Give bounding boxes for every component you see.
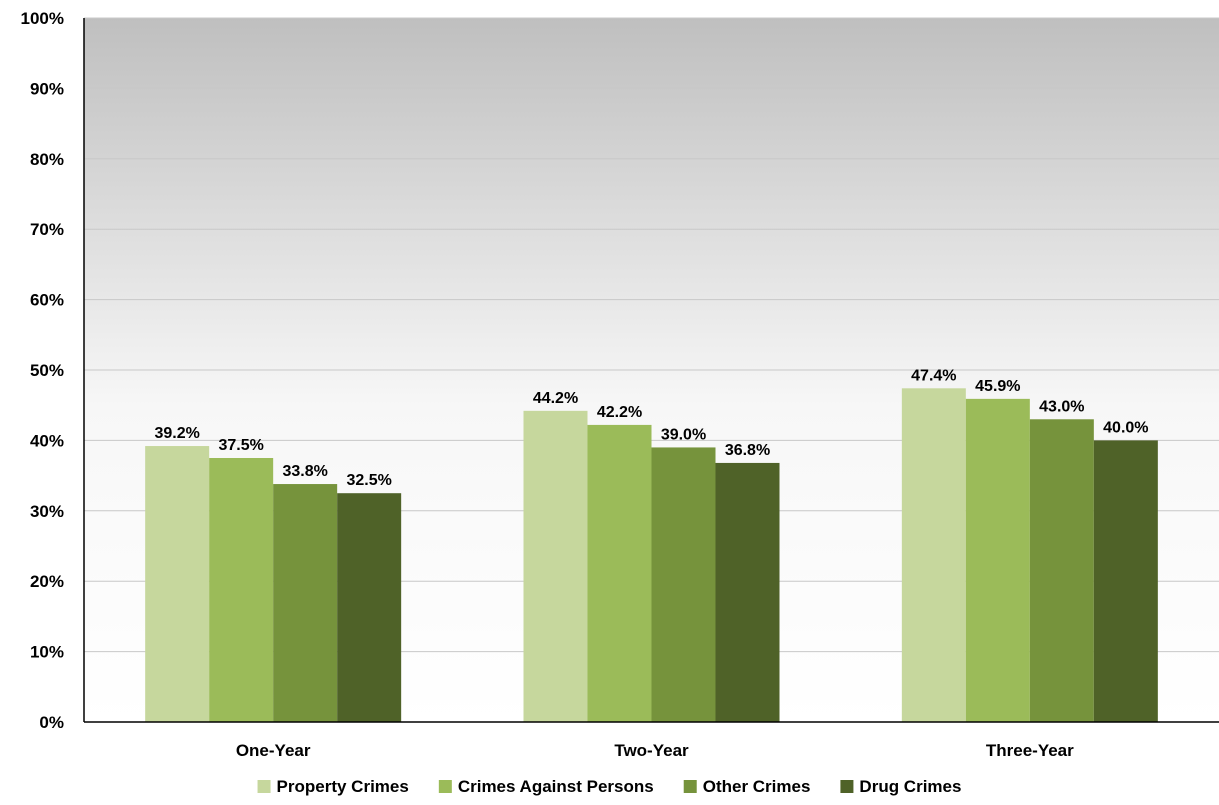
data-label: 44.2% <box>533 390 578 407</box>
y-tick-label: 90% <box>30 79 64 98</box>
y-tick-label: 70% <box>30 220 64 239</box>
data-label: 32.5% <box>346 472 391 489</box>
bar-other-crimes <box>651 447 716 722</box>
legend-swatch <box>840 780 854 793</box>
data-label: 33.8% <box>282 463 327 480</box>
data-label: 47.4% <box>911 367 956 384</box>
y-tick-label: 10% <box>30 643 64 662</box>
bar-drug-crimes <box>337 493 402 722</box>
bar-property-crimes <box>145 446 210 722</box>
y-tick-label: 40% <box>30 431 64 450</box>
y-tick-label: 100% <box>21 9 64 28</box>
legend: Property Crimes Crimes Against Persons Oth… <box>257 777 961 796</box>
y-tick-label: 60% <box>30 291 64 310</box>
legend-swatch <box>438 780 452 793</box>
legend-swatch <box>683 780 697 793</box>
bar-crimes-against-persons <box>209 458 274 722</box>
y-tick-label: 20% <box>30 572 64 591</box>
x-category-label: One-Year <box>236 741 311 760</box>
axes: 0% 10% 20% 30% 40% 50% 60% 70% 80% 90% 100% One-Yea… <box>21 9 1219 760</box>
bar-drug-crimes <box>1093 440 1158 722</box>
data-label: 42.2% <box>597 404 642 421</box>
bar-other-crimes <box>273 484 338 722</box>
legend-label: Crimes Against Persons <box>458 777 654 796</box>
bar-crimes-against-persons <box>587 424 652 722</box>
data-label: 37.5% <box>218 437 263 454</box>
data-label: 36.8% <box>725 442 770 459</box>
legend-label: Other Crimes <box>703 777 811 796</box>
bars <box>145 388 1158 722</box>
y-tick-label: 0% <box>39 713 64 732</box>
data-label: 39.0% <box>661 426 706 443</box>
y-tick-label: 80% <box>30 150 64 169</box>
bar-crimes-against-persons <box>965 398 1030 722</box>
data-labels: 39.2% 37.5% 33.8% 32.5% 44.2% 42.2% 39.0% 36.8%… <box>154 367 1148 489</box>
data-label: 40.0% <box>1103 419 1148 436</box>
y-tick-label: 50% <box>30 361 64 380</box>
x-category-label: Two-Year <box>614 741 689 760</box>
bar-property-crimes <box>901 388 966 722</box>
x-category-label: Three-Year <box>986 741 1074 760</box>
y-tick-label: 30% <box>30 502 64 521</box>
bar-property-crimes <box>523 410 588 722</box>
data-label: 39.2% <box>154 425 199 442</box>
data-label: 45.9% <box>975 378 1020 395</box>
legend-label: Property Crimes <box>277 777 409 796</box>
legend-swatch <box>257 780 271 793</box>
legend-label: Drug Crimes <box>859 777 961 796</box>
bar-other-crimes <box>1029 419 1094 722</box>
bar-drug-crimes <box>715 462 780 722</box>
data-label: 43.0% <box>1039 398 1084 415</box>
